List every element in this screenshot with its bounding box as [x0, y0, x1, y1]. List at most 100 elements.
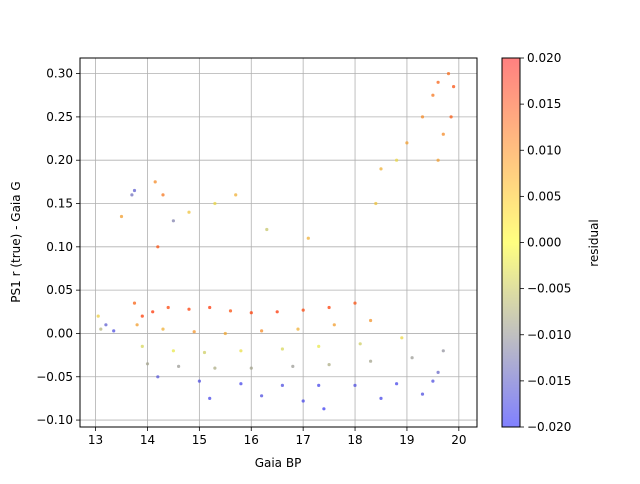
x-tick-label: 13: [88, 433, 103, 447]
data-point: [280, 347, 284, 351]
data-point: [171, 219, 175, 223]
data-point: [171, 349, 175, 353]
colorbar-tick-label: 0.020: [527, 51, 561, 65]
data-point: [99, 327, 103, 331]
data-point: [296, 327, 300, 331]
data-points: [96, 72, 456, 411]
data-point: [140, 314, 144, 318]
y-tick-label: −0.10: [36, 413, 73, 427]
data-point: [130, 193, 134, 197]
data-point: [249, 311, 253, 315]
data-point: [280, 383, 284, 387]
data-point: [369, 318, 373, 323]
data-point: [265, 227, 269, 232]
data-point: [166, 305, 170, 310]
data-point: [275, 310, 279, 314]
colorbar-ticks: −0.020 −0.015 −0.010 −0.005 0.000 0.005 0.010 0…: [520, 51, 571, 434]
plot-frame: [79, 57, 478, 428]
data-point: [239, 382, 243, 386]
y-tick-label: 0.25: [46, 110, 73, 124]
x-tick-label: 19: [399, 433, 414, 447]
plot-background: [80, 58, 477, 427]
data-point: [395, 382, 399, 386]
data-point: [239, 349, 243, 353]
data-point: [156, 245, 160, 249]
data-point: [177, 364, 181, 368]
data-point: [156, 375, 160, 379]
data-point: [291, 364, 295, 368]
data-point: [151, 310, 155, 314]
data-point: [449, 115, 453, 119]
data-point: [145, 362, 150, 366]
data-point: [187, 210, 191, 214]
data-point: [192, 330, 196, 334]
data-point: [135, 323, 139, 327]
data-point: [202, 350, 207, 355]
data-point: [431, 379, 435, 383]
y-tick-label: 0.10: [46, 240, 73, 254]
data-point: [420, 115, 425, 119]
colorbar-tick-label: 0.005: [527, 189, 561, 203]
data-point: [441, 349, 445, 353]
data-point: [317, 344, 321, 348]
data-point: [374, 201, 378, 206]
y-tick-label: 0.00: [46, 326, 73, 340]
data-point: [441, 132, 445, 136]
data-point: [197, 379, 201, 383]
data-point: [132, 301, 137, 305]
x-tick-label: 15: [192, 433, 207, 447]
data-point: [436, 370, 440, 374]
x-tick-label: 18: [347, 433, 362, 447]
data-point: [213, 201, 217, 206]
data-point: [208, 396, 212, 400]
y-axis: −0.10 −0.05 0.00 0.05 0.10 0.15 0.20 0.25 0.30: [36, 67, 80, 427]
y-tick-label: 0.20: [46, 153, 73, 167]
data-point: [353, 383, 357, 387]
data-point: [452, 85, 456, 89]
x-tick-label: 14: [140, 433, 155, 447]
data-point: [410, 356, 414, 360]
data-point: [322, 407, 326, 411]
colorbar-tick-label: 0.000: [527, 236, 561, 250]
data-point: [353, 301, 357, 305]
grid-lines: [80, 58, 477, 427]
data-point: [436, 80, 440, 84]
data-point: [301, 308, 305, 312]
data-point: [104, 323, 108, 327]
data-point: [112, 329, 116, 333]
data-point: [132, 188, 137, 193]
y-tick-label: 0.30: [46, 67, 73, 81]
data-point: [161, 193, 165, 197]
data-point: [436, 158, 440, 162]
data-point: [327, 363, 331, 367]
data-point: [379, 396, 383, 400]
data-point: [400, 336, 404, 340]
y-tick-label: −0.05: [36, 370, 73, 384]
data-point: [187, 307, 191, 311]
y-tick-label: 0.05: [46, 283, 73, 297]
data-point: [260, 394, 264, 398]
colorbar-tick-label: −0.005: [527, 282, 571, 296]
data-point: [213, 366, 217, 370]
data-point: [249, 366, 253, 370]
data-point: [358, 342, 362, 346]
colorbar: [501, 57, 521, 428]
data-point: [332, 323, 336, 327]
y-tick-label: 0.15: [46, 197, 73, 211]
x-tick-label: 20: [451, 433, 466, 447]
data-point: [369, 359, 373, 363]
data-point: [301, 399, 305, 403]
data-point: [405, 141, 409, 145]
data-point: [208, 305, 212, 310]
y-axis-label: PS1 r (true) - Gaia G: [9, 181, 23, 302]
x-axis: 13 14 15 16 17 18 19 20: [88, 427, 466, 447]
colorbar-label: residual: [587, 219, 601, 267]
colorbar-tick-label: −0.020: [527, 420, 571, 434]
colorbar-tick-label: 0.015: [527, 97, 561, 111]
colorbar-tick-label: 0.010: [527, 143, 561, 157]
data-point: [140, 344, 144, 348]
colorbar-tick-label: −0.010: [527, 328, 571, 342]
data-point: [161, 327, 165, 331]
